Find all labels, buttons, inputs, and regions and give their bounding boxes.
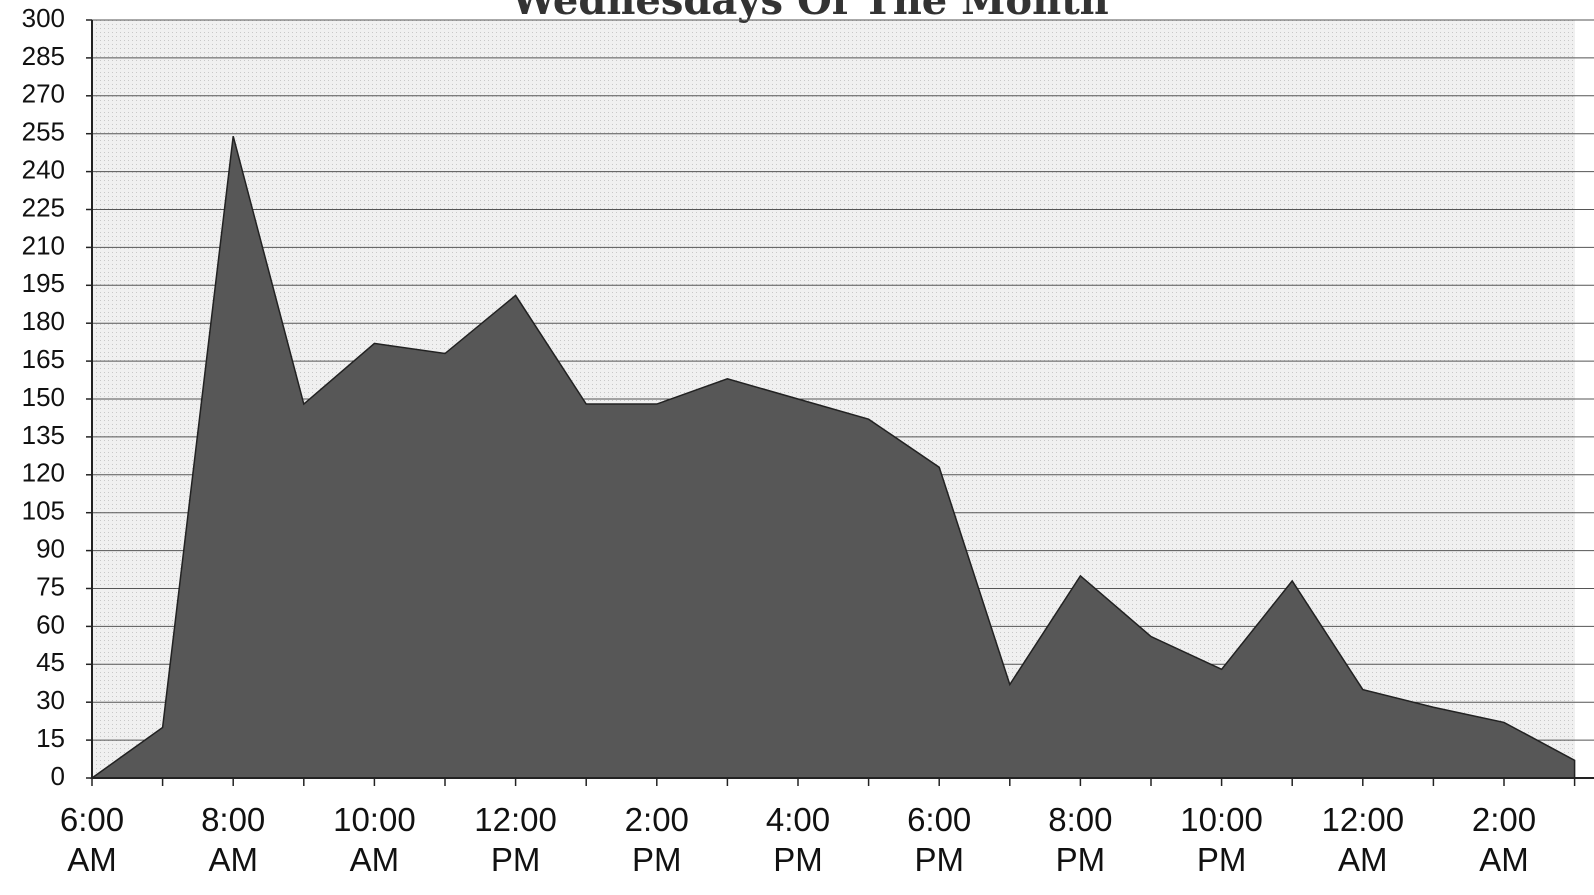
y-tick-label: 60 — [36, 609, 65, 639]
y-tick-label: 45 — [36, 647, 65, 677]
y-tick-label: 300 — [22, 3, 65, 33]
y-tick-label: 210 — [22, 230, 65, 260]
y-tick-label: 120 — [22, 458, 65, 488]
y-tick-label: 90 — [36, 533, 65, 563]
x-tick-label: 10:00 PM — [1180, 801, 1263, 878]
y-tick-label: 225 — [22, 192, 65, 222]
x-tick-label: 2:00 AM — [1471, 801, 1537, 878]
y-tick-label: 285 — [22, 41, 65, 71]
y-tick-label: 240 — [22, 154, 65, 184]
y-tick-label: 15 — [36, 723, 65, 753]
x-tick-label: 8:00 PM — [1048, 801, 1113, 878]
y-tick-label: 75 — [36, 571, 65, 601]
y-tick-label: 180 — [22, 306, 65, 336]
y-tick-label: 30 — [36, 685, 65, 715]
x-tick-label: 10:00 AM — [333, 801, 416, 878]
y-tick-label: 255 — [22, 117, 65, 147]
area — [89, 136, 1576, 779]
x-tick-label: 4:00 PM — [765, 801, 831, 878]
y-tick-label: 165 — [22, 344, 65, 374]
x-tick-label: 6:00 AM — [59, 801, 125, 878]
x-tick-label: 8:00 AM — [201, 801, 266, 878]
x-tick-label: 12:00 AM — [1321, 801, 1405, 878]
x-tick-label: 12:00 PM — [474, 801, 557, 878]
x-tick-label: 2:00 PM — [624, 801, 689, 878]
y-tick-label: 135 — [22, 420, 65, 450]
y-tick-label: 270 — [22, 79, 65, 109]
x-tick-label: 6:00 PM — [907, 801, 972, 878]
y-tick-label: 105 — [22, 496, 65, 526]
y-tick-label: 195 — [22, 268, 65, 298]
y-tick-label: 0 — [51, 761, 65, 791]
y-tick-label: 150 — [22, 382, 65, 412]
